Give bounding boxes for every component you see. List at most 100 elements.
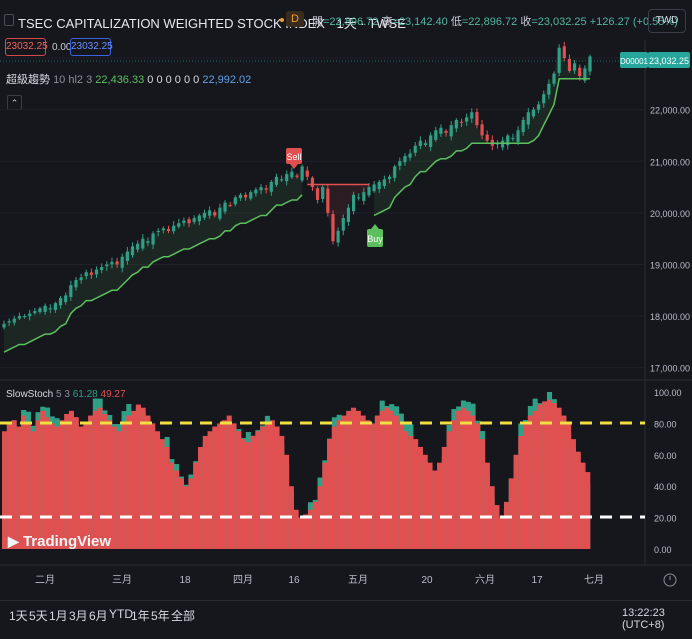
candle-body (64, 295, 68, 303)
candle-body (84, 272, 88, 277)
stoch-tick-label: 100.00 (654, 388, 682, 398)
data-source-badge[interactable]: D (286, 11, 304, 27)
stoch-name: SlowStoch (6, 389, 54, 400)
candle-body (69, 285, 73, 297)
candle-body (156, 230, 160, 233)
stoch-d-bar (346, 410, 352, 549)
timeframe-button[interactable]: 5天 (29, 609, 48, 623)
clock-readout[interactable]: 13:22:23 (UTC+8) (622, 607, 665, 631)
buy-price-box[interactable]: 23032.25 (70, 38, 113, 56)
price-tick-label: 19,000.00 (650, 260, 690, 270)
stoch-axis[interactable]: 100.00 80.00 60.00 40.00 20.00 0.00 (654, 388, 682, 555)
timeframe-button[interactable]: YTD (109, 607, 133, 621)
low-value: =22,896.72 (461, 16, 518, 28)
stoch-d-bar (21, 415, 27, 549)
stoch-d-bar (188, 478, 194, 549)
stoch-d-bar (169, 462, 175, 549)
sell-signal-pointer (290, 164, 298, 169)
stoch-d-bar (198, 446, 204, 549)
candle-body (326, 188, 330, 213)
price-grid (0, 57, 645, 369)
timeframe-button[interactable]: 3月 (69, 609, 88, 623)
stoch-d-bar (494, 505, 500, 549)
stoch-d-bar (145, 415, 151, 549)
candle-body (89, 272, 93, 275)
buy-signal[interactable]: Buy (367, 224, 383, 247)
candle-body (310, 177, 315, 188)
stoch-d-bar (241, 439, 247, 549)
candle-body (516, 130, 520, 142)
stoch-tick-label: 80.00 (654, 419, 677, 429)
candle-body (542, 94, 546, 104)
symbol-tag-bg (620, 52, 648, 68)
stoch-d-bar (226, 415, 232, 549)
candle-body (434, 130, 438, 140)
timeframe-button[interactable]: 全部 (171, 609, 196, 623)
stoch-d-bar (503, 501, 510, 549)
candle-body (182, 220, 186, 223)
candle-body (48, 308, 52, 310)
stoch-d-bar (16, 426, 22, 549)
candle-body (269, 181, 273, 192)
stoch-d-bar (360, 415, 366, 549)
candle-body (249, 192, 253, 199)
candle-body (506, 135, 510, 146)
candle-body (141, 238, 145, 249)
timeframe-button[interactable]: 1年 (131, 609, 150, 623)
goto-realtime-button[interactable] (663, 573, 677, 587)
candle-body (578, 67, 582, 77)
stoch-d-bar (508, 478, 514, 549)
candle-body (2, 323, 6, 328)
time-tick-label: 17 (531, 575, 543, 586)
sell-signal-box (286, 148, 302, 164)
candle-body (115, 261, 119, 265)
stoch-d-bar (546, 399, 553, 549)
open-value: =22,896.72 (323, 16, 379, 28)
tradingview-logo[interactable]: ▶ TradingView (8, 533, 111, 550)
stoch-d-bar (88, 415, 94, 549)
stoch-d-bar (73, 417, 79, 549)
candle-body (341, 218, 345, 231)
stoch-d-bar (451, 420, 457, 549)
timeframe-button[interactable]: 1天 (9, 609, 28, 623)
supertrend-legend[interactable]: 超級趨勢 10 hl2 3 22,436.33 0 0 0 0 0 0 22,9… (6, 71, 251, 87)
candle-body (136, 243, 140, 250)
symbol-info-icon[interactable] (4, 14, 14, 26)
stoch-d-bar (480, 439, 486, 549)
candle-body (161, 228, 165, 231)
stoch-d-bar (575, 451, 581, 549)
sell-signal-label: Sell (286, 152, 301, 162)
candle-body (197, 215, 201, 222)
time-axis[interactable]: 二月 三月 18 四月 16 五月 20 六月 17 七月 (35, 574, 604, 586)
candle-body (12, 318, 16, 323)
sell-price-box[interactable]: 23032.25 (5, 38, 48, 56)
timeframe-button[interactable]: 1月 (49, 609, 68, 623)
stoch-d-bar (465, 410, 471, 549)
price-tick-label: 20,000.00 (650, 209, 690, 219)
timeframe-button[interactable]: 5年 (151, 609, 170, 623)
stoch-d-bar (45, 417, 51, 549)
candle-body (588, 56, 592, 72)
timeframe-button[interactable]: 6月 (89, 609, 108, 623)
stoch-legend[interactable]: SlowStoch 5 3 61.28 49.27 (6, 389, 126, 400)
chart-canvas[interactable]: Sell Buy 22,000.00 21,000.00 20,000.00 19,0… (0, 0, 692, 600)
time-tick-label: 16 (288, 575, 300, 586)
stoch-d-bar (25, 423, 31, 549)
symbol-title[interactable]: TSEC CAPITALIZATION WEIGHTED STOCK INDEX… (18, 16, 406, 31)
stoch-d-bar (408, 435, 414, 549)
price-axis[interactable]: 22,000.00 21,000.00 20,000.00 19,000.00 18,0… (650, 106, 690, 374)
stoch-d-bar (97, 407, 103, 549)
buy-signal-pointer (371, 224, 379, 229)
currency-button[interactable]: TWD (648, 9, 686, 33)
stoch-d-bar (49, 423, 55, 549)
stoch-d-bar (274, 426, 280, 549)
sell-signal[interactable]: Sell (286, 148, 302, 169)
candle-body (79, 277, 83, 281)
candle-body (254, 189, 258, 194)
time-tick-label: 七月 (584, 574, 604, 586)
supertrend-params: 10 hl2 3 (53, 74, 93, 86)
stoch-d-bar (446, 431, 452, 549)
stoch-d-bar (307, 509, 314, 549)
stoch-d-bar (523, 423, 529, 549)
candle-body (100, 267, 104, 271)
